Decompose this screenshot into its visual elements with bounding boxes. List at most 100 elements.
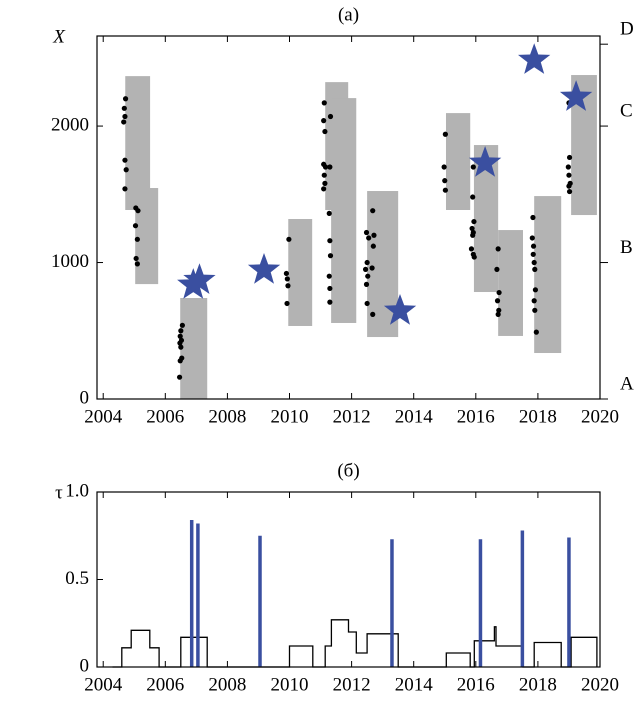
x-tick-label: 2018: [519, 406, 557, 427]
y-tick-label: 0.5: [65, 568, 89, 589]
x-tick-label: 2010: [271, 674, 309, 695]
x-tick-label: 2008: [208, 674, 246, 695]
interval: [125, 76, 151, 210]
point: [532, 287, 539, 293]
point: [530, 214, 536, 221]
point: [362, 266, 369, 272]
point: [530, 251, 536, 257]
point: [122, 186, 128, 192]
star: [383, 294, 417, 325]
x-tick-label: 2004: [84, 674, 123, 695]
point: [496, 289, 502, 296]
point: [327, 299, 333, 305]
y2-tick-label: D: [620, 19, 634, 40]
star: [559, 80, 593, 111]
point: [327, 253, 334, 259]
x-tick-label: 2006: [146, 406, 184, 427]
point: [442, 131, 448, 137]
point: [178, 328, 184, 334]
x-tick-label: 2016: [457, 406, 495, 427]
y-tick-label: 0: [80, 387, 90, 408]
y-axis-label: X: [52, 26, 66, 47]
x-tick-label: 2004: [84, 406, 123, 427]
point: [496, 307, 502, 313]
point: [365, 273, 371, 279]
point: [366, 235, 372, 241]
x-tick-label: 2020: [581, 674, 619, 695]
point: [122, 113, 128, 120]
point: [370, 311, 376, 317]
point: [363, 229, 370, 236]
point: [123, 167, 129, 173]
y-tick-label: 0: [80, 655, 90, 676]
point: [468, 246, 475, 252]
point: [322, 128, 328, 135]
point: [441, 164, 447, 170]
point: [529, 235, 535, 241]
x-tick-label: 2012: [333, 406, 371, 427]
point: [370, 243, 376, 249]
point: [566, 154, 573, 161]
x-tick-label: 2014: [395, 674, 434, 695]
point: [371, 232, 377, 238]
point: [135, 208, 141, 214]
point: [177, 333, 183, 339]
point: [176, 374, 183, 380]
interval: [331, 98, 357, 323]
plot-frame: [96, 491, 601, 668]
interval: [288, 219, 313, 326]
panel-title: (б): [337, 460, 359, 481]
point: [566, 172, 572, 178]
point: [326, 210, 332, 217]
point: [470, 164, 476, 170]
point: [442, 187, 448, 193]
x-tick-label: 2012: [333, 674, 371, 695]
interval: [180, 298, 208, 399]
point: [494, 266, 500, 272]
point: [321, 172, 327, 178]
plot-frame: [96, 35, 601, 400]
y2-tick-label: B: [620, 237, 633, 258]
point: [133, 255, 139, 262]
point: [531, 259, 537, 266]
point: [327, 164, 333, 170]
point: [532, 266, 538, 272]
point: [471, 254, 477, 260]
point: [495, 311, 501, 317]
point: [530, 243, 537, 249]
point: [283, 270, 290, 277]
interval: [445, 113, 471, 210]
point: [369, 265, 375, 271]
point: [566, 183, 572, 189]
y-tick-label: 1.0: [65, 480, 89, 501]
y2-tick-label: C: [620, 100, 633, 121]
point: [469, 225, 475, 232]
tau-line: [112, 619, 598, 668]
point: [494, 298, 501, 304]
point: [122, 157, 128, 163]
x-tick-label: 2006: [146, 674, 184, 695]
point: [327, 238, 333, 244]
point: [364, 259, 370, 266]
point: [132, 223, 139, 229]
point: [471, 218, 477, 225]
point: [121, 119, 127, 125]
point: [285, 283, 291, 289]
point: [470, 232, 476, 238]
point: [321, 186, 327, 192]
star: [247, 253, 281, 284]
y-axis-label: τ: [55, 482, 63, 503]
point: [177, 340, 183, 346]
point: [470, 194, 476, 200]
point: [533, 329, 539, 335]
interval: [498, 230, 523, 336]
point: [177, 358, 183, 364]
y-tick-label: 2000: [51, 114, 89, 135]
interval: [135, 188, 159, 285]
x-tick-label: 2008: [208, 406, 246, 427]
point: [531, 298, 537, 304]
point: [532, 307, 538, 313]
point: [322, 180, 328, 186]
point: [121, 105, 127, 111]
